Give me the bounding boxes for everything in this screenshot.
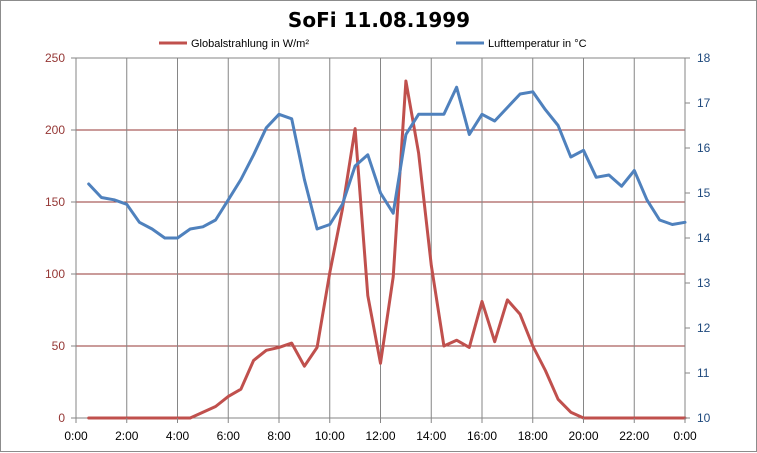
right-tick-label: 13 bbox=[697, 276, 711, 290]
left-tick-label: 150 bbox=[45, 195, 65, 209]
axis-labels: 0:00 2:00 4:00 6:00 8:00 10:00 12:00 14:00 16:00… bbox=[45, 51, 711, 443]
legend-label-lufttemperatur: Lufttemperatur in °C bbox=[488, 38, 587, 50]
series-line-globalstrahlung bbox=[87, 79, 687, 420]
x-tick-label: 10:00 bbox=[315, 429, 345, 443]
x-tick-label: 0:00 bbox=[64, 429, 88, 443]
right-tick-label: 17 bbox=[697, 96, 711, 110]
x-tick-label: 12:00 bbox=[365, 429, 395, 443]
legend-label-globalstrahlung: Globalstrahlung in W/m² bbox=[191, 38, 309, 50]
right-tick-label: 11 bbox=[697, 366, 710, 380]
gridlines bbox=[76, 58, 685, 418]
right-tick-label: 16 bbox=[697, 141, 711, 155]
x-tick-label: 18:00 bbox=[518, 429, 548, 443]
x-tick-label: 2:00 bbox=[115, 429, 139, 443]
left-tick-label: 50 bbox=[52, 339, 66, 353]
series-line-lufttemperatur bbox=[87, 85, 687, 240]
x-tick-label: 16:00 bbox=[467, 429, 497, 443]
chart-title: SoFi 11.08.1999 bbox=[288, 8, 470, 32]
right-tick-label: 12 bbox=[697, 321, 711, 335]
x-tick-label: 20:00 bbox=[568, 429, 598, 443]
right-tick-label: 18 bbox=[697, 51, 711, 65]
x-tick-label: 0:00 bbox=[673, 429, 697, 443]
left-tick-label: 100 bbox=[45, 267, 65, 281]
right-tick-label: 10 bbox=[697, 411, 711, 425]
left-tick-label: 200 bbox=[45, 123, 65, 137]
x-tick-label: 22:00 bbox=[619, 429, 649, 443]
series-layer bbox=[87, 79, 687, 420]
right-tick-label: 15 bbox=[697, 186, 711, 200]
legend: Globalstrahlung in W/m² Lufttemperatur i… bbox=[159, 38, 587, 50]
right-tick-label: 14 bbox=[697, 231, 711, 245]
x-tick-label: 4:00 bbox=[166, 429, 190, 443]
left-tick-label: 0 bbox=[58, 411, 65, 425]
left-tick-label: 250 bbox=[45, 51, 65, 65]
x-tick-label: 14:00 bbox=[416, 429, 446, 443]
x-tick-label: 6:00 bbox=[217, 429, 241, 443]
x-tick-label: 8:00 bbox=[267, 429, 291, 443]
